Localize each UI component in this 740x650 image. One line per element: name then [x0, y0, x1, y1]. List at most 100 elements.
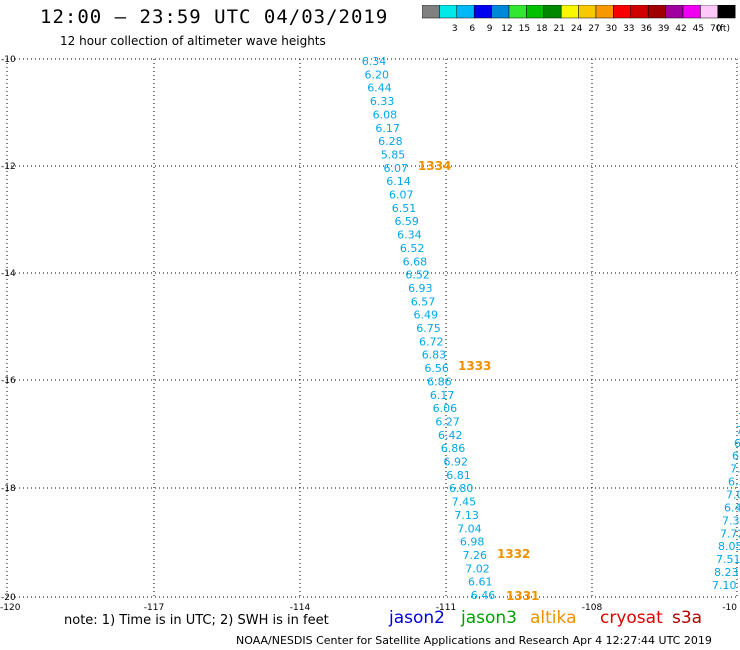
map-grid: [6, 58, 738, 598]
legend-swatch: [526, 5, 545, 19]
legend-tick-label: 18: [536, 24, 548, 34]
wave-height-label: 7.51: [716, 553, 740, 566]
legend-swatch: [682, 5, 701, 19]
legend-tick-label: 6: [469, 24, 475, 34]
wave-height-label: 6: [734, 437, 740, 450]
legend-swatch: [647, 5, 666, 19]
wave-height-label: 6.44: [367, 82, 392, 95]
legend-tick-label: 27: [588, 24, 599, 34]
legend-swatch: [456, 5, 475, 19]
wave-height-label: 6.20: [364, 68, 389, 81]
legend-s3a: s3a: [672, 608, 703, 628]
legend-swatch: [543, 5, 562, 19]
wave-height-label: 6.36: [728, 476, 740, 489]
wave-height-label: 7.45: [452, 496, 477, 509]
wave-height-label: 7.39: [722, 514, 740, 527]
wave-height-label: 6.72: [419, 335, 444, 348]
latitude-tick-label: -10: [1, 55, 16, 65]
wave-height-label: 7.26: [463, 549, 488, 562]
wave-height-label: 7.13: [454, 509, 479, 522]
legend-altika: altika: [530, 608, 577, 628]
legend-swatch: [630, 5, 649, 19]
wave-height-label: 6.08: [373, 108, 398, 121]
satellite-track-right: 67766.67.56.367.016.457.397.728.057.518.…: [712, 411, 740, 592]
latitude-tick-label: -14: [1, 269, 16, 279]
wave-height-label: 6.07: [389, 189, 414, 202]
wave-height-label: 6.17: [430, 389, 455, 402]
legend-swatch: [560, 5, 579, 19]
legend-unit: (ft): [716, 24, 730, 34]
wave-height-label: 6.52: [405, 269, 430, 282]
orbit-number: 1332: [497, 547, 530, 561]
legend-tick-label: 42: [675, 24, 686, 34]
legend-swatch: [717, 5, 736, 19]
legend-jason3: jason3: [461, 608, 517, 628]
wave-height-label: 6.51: [392, 202, 417, 215]
latitude-tick-label: -16: [1, 376, 16, 386]
legend-swatch: [473, 5, 492, 19]
legend-tick-label: 24: [571, 24, 583, 34]
wave-height-label: 6.6: [732, 450, 740, 463]
wave-height-label: 7.04: [457, 522, 482, 535]
wave-height-label: 7: [736, 424, 740, 437]
legend-swatch: [595, 5, 614, 19]
wave-height-label: 6.98: [460, 536, 485, 549]
latitude-tick-label: -18: [1, 484, 16, 494]
wave-height-label: 6.57: [411, 295, 436, 308]
legend-swatch: [613, 5, 632, 19]
legend-swatch: [700, 5, 719, 19]
wave-height-label: 6.93: [408, 282, 433, 295]
legend-tick-label: 39: [658, 24, 670, 34]
map-subtitle: 12 hour collection of altimeter wave hei…: [60, 34, 326, 48]
legend-tick-label: 9: [487, 24, 493, 34]
wave-height-label: 6.92: [444, 456, 469, 469]
longitude-tick-label: -114: [290, 603, 311, 613]
units-note: note: 1) Time is in UTC; 2) SWH is in fe…: [64, 613, 329, 628]
wave-height-label: 7.10: [712, 579, 737, 592]
legend-tick-label: 33: [623, 24, 634, 34]
wave-height-label: 5.85: [381, 148, 406, 161]
wave-height-label: 6.17: [375, 122, 400, 135]
wave-height-label: 6.42: [438, 429, 463, 442]
legend-tick-label: 45: [693, 24, 704, 34]
wave-height-label: 6.56: [424, 362, 449, 375]
latitude-tick-label: -12: [1, 162, 16, 172]
legend-swatch: [508, 5, 527, 19]
wave-height-label: 6.81: [446, 469, 471, 482]
legend-tick-label: 30: [606, 24, 618, 34]
latitude-tick-label: -20: [1, 593, 16, 603]
legend-tick-label: 70: [710, 24, 722, 34]
legend-swatch: [665, 5, 684, 19]
wave-height-label: 6.45: [724, 501, 740, 514]
legend-tick-label: 12: [501, 24, 512, 34]
wave-height-label: 8.23: [714, 566, 739, 579]
wave-height-label: 6.27: [435, 415, 460, 428]
legend-tick-label: 21: [553, 24, 564, 34]
wave-height-label: 7.01: [726, 489, 740, 502]
wave-height-label: 6.07: [384, 162, 409, 175]
wave-height-label: 6.28: [378, 135, 403, 148]
wave-height-label: 6.61: [468, 576, 493, 589]
wave-height-label: 6.34: [397, 229, 422, 242]
wave-height-label: 6.86: [427, 375, 452, 388]
wave-height-label: 7.72: [720, 527, 740, 540]
longitude-tick-label: -10: [722, 603, 737, 613]
wave-height-label: 6.06: [433, 402, 458, 415]
legend-tick-label: 15: [519, 24, 530, 34]
wave-height-label: 6.83: [422, 349, 447, 362]
legend-swatch: [491, 5, 510, 19]
orbit-number: 1331: [506, 589, 539, 603]
wave-height-label: 6.86: [441, 442, 466, 455]
wave-height-label: 6.33: [370, 95, 395, 108]
wave-height-label: 6.34: [362, 55, 387, 68]
legend-tick-label: 36: [640, 24, 652, 34]
satellite-track-main: 6.346.206.446.336.086.176.285.856.076.14…: [362, 55, 496, 602]
wave-height-label: 6.68: [403, 255, 428, 268]
map-title: 12:00 — 23:59 UTC 04/03/2019: [40, 6, 389, 28]
wave-height-label: 6.49: [414, 309, 439, 322]
orbit-number: 1334: [418, 159, 451, 173]
wave-height-label: 7.02: [465, 562, 490, 575]
wave-height-label: 6.46: [471, 589, 496, 602]
orbit-number-labels: 1334 1333 1332 1331: [418, 159, 539, 603]
